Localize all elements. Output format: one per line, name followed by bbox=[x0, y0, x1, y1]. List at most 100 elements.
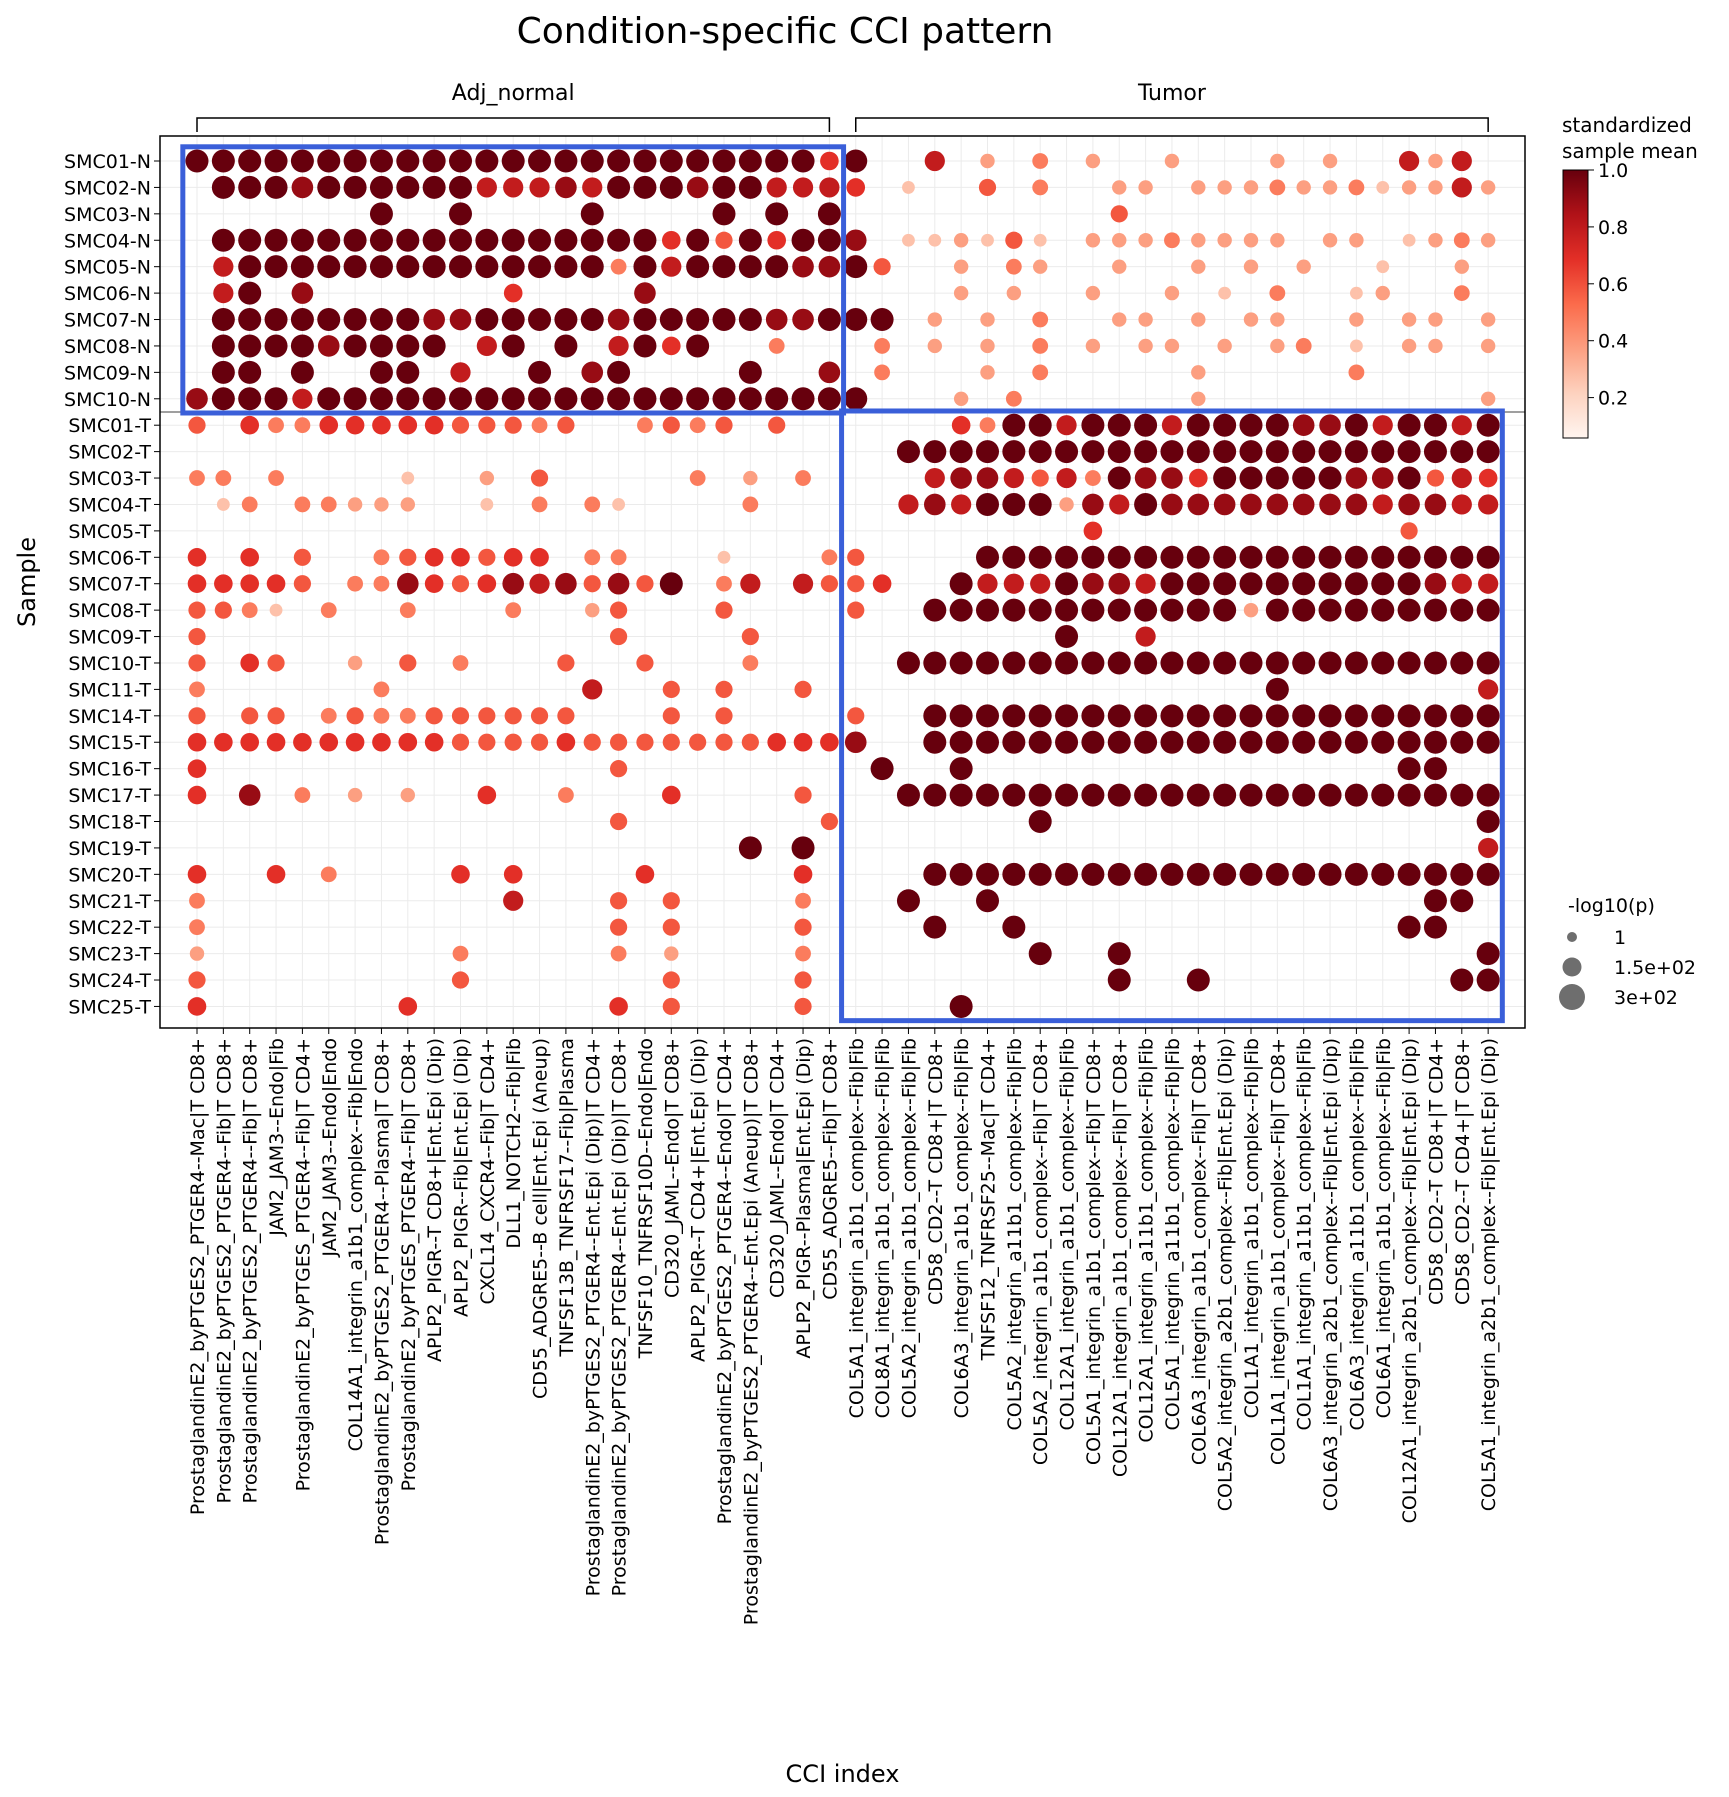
dot-point bbox=[1107, 968, 1131, 992]
x-tick-label: ProstaglandinE2_byPTGES2_PTGER4--Ent.Epi… bbox=[582, 1038, 604, 1596]
dot-point bbox=[396, 334, 420, 358]
dot-point bbox=[662, 997, 680, 1016]
dot-point bbox=[1450, 651, 1474, 675]
dot-point bbox=[531, 496, 548, 513]
dot-point bbox=[369, 334, 393, 358]
dot-point bbox=[1450, 968, 1474, 992]
dot-point bbox=[636, 654, 654, 672]
dot-point bbox=[1265, 704, 1289, 728]
dot-point bbox=[817, 308, 841, 332]
dot-point bbox=[1160, 440, 1184, 464]
dot-point bbox=[1270, 153, 1285, 169]
highlight-box bbox=[839, 408, 1505, 1024]
dot-point bbox=[1085, 233, 1101, 248]
dot-point bbox=[528, 308, 552, 332]
x-tick-label: COL1A1_integrin_a1b1_complex--Fib|Fib bbox=[1241, 1038, 1263, 1418]
dot-point bbox=[844, 149, 868, 173]
dot-point bbox=[792, 177, 814, 198]
x-tick-label: APLP2_PIGR--T CD8+|Ent.Epi (Dip) bbox=[424, 1038, 446, 1362]
dot-point bbox=[1292, 545, 1316, 569]
dot-point bbox=[211, 149, 235, 173]
dot-point bbox=[1371, 783, 1395, 807]
dot-point bbox=[610, 892, 628, 910]
dot-point bbox=[1055, 862, 1079, 886]
dot-point bbox=[976, 704, 999, 728]
dot-point bbox=[819, 177, 840, 198]
dot-point bbox=[187, 997, 207, 1016]
dot-point bbox=[317, 255, 341, 279]
dot-point bbox=[1397, 598, 1421, 622]
dot-point bbox=[1138, 233, 1153, 248]
dot-point bbox=[1292, 704, 1316, 728]
dot-point bbox=[610, 733, 628, 751]
dot-point bbox=[1028, 810, 1052, 833]
dot-point bbox=[662, 230, 681, 250]
dot-point bbox=[240, 415, 259, 435]
x-tick-label: COL5A1_integrin_a11b1_complex--Fib|Fib bbox=[1162, 1038, 1184, 1431]
dot-point bbox=[1107, 862, 1131, 886]
group-label: Adj_normal bbox=[452, 81, 575, 106]
dot-point bbox=[1428, 180, 1443, 195]
dot-point bbox=[1003, 573, 1024, 594]
dot-point bbox=[953, 233, 969, 248]
dot-point bbox=[1028, 651, 1052, 675]
dot-point bbox=[1476, 545, 1500, 569]
dot-point bbox=[187, 548, 207, 567]
dot-point bbox=[583, 733, 601, 751]
dot-point bbox=[607, 308, 630, 331]
dot-point bbox=[976, 440, 999, 464]
dot-point bbox=[1005, 390, 1022, 407]
dot-point bbox=[633, 175, 657, 199]
dot-point bbox=[793, 732, 813, 752]
dot-point bbox=[290, 255, 314, 279]
dot-point bbox=[216, 498, 230, 511]
dot-point bbox=[817, 202, 841, 226]
dot-point bbox=[951, 494, 972, 515]
dot-point bbox=[1213, 413, 1237, 437]
dot-point bbox=[872, 574, 892, 594]
dot-point bbox=[238, 228, 262, 252]
dot-point bbox=[1160, 783, 1184, 807]
dot-point bbox=[742, 655, 759, 671]
colorbar-title: standardized bbox=[1562, 113, 1692, 137]
dot-point bbox=[238, 149, 262, 173]
dot-point bbox=[712, 255, 736, 279]
dot-point bbox=[396, 360, 420, 384]
size-legend-label: 1.5e+02 bbox=[1614, 957, 1696, 979]
dot-point bbox=[585, 602, 600, 618]
dot-point bbox=[293, 732, 312, 752]
dot-point bbox=[187, 574, 207, 594]
dot-point bbox=[1138, 180, 1153, 195]
dot-point bbox=[475, 149, 499, 173]
dot-point bbox=[923, 783, 947, 807]
dot-point bbox=[1424, 493, 1447, 516]
dot-point bbox=[1345, 467, 1368, 489]
dot-point bbox=[476, 177, 497, 198]
dot-point bbox=[847, 548, 865, 566]
dot-point bbox=[397, 572, 419, 595]
dot-point bbox=[637, 417, 653, 434]
dot-point bbox=[659, 175, 683, 199]
dot-point bbox=[738, 255, 762, 279]
dot-point bbox=[238, 334, 262, 358]
dot-point bbox=[1270, 233, 1285, 248]
dot-point bbox=[425, 707, 443, 725]
dot-point bbox=[686, 228, 710, 252]
dot-point bbox=[1397, 862, 1421, 886]
dot-point bbox=[503, 865, 523, 884]
dot-point bbox=[504, 733, 522, 751]
dot-point bbox=[1423, 783, 1447, 807]
dot-point bbox=[1270, 312, 1285, 327]
dot-point bbox=[1243, 312, 1259, 327]
dot-point bbox=[1292, 651, 1316, 675]
dot-point bbox=[741, 627, 759, 646]
y-tick-label: SMC22-T bbox=[68, 917, 151, 939]
dot-point bbox=[1476, 651, 1500, 675]
dot-point bbox=[1081, 598, 1105, 622]
dot-point bbox=[529, 177, 550, 198]
dot-point bbox=[294, 417, 311, 434]
dot-point bbox=[949, 598, 973, 622]
dot-point bbox=[1138, 338, 1153, 354]
y-tick-label: SMC10-N bbox=[64, 389, 151, 411]
